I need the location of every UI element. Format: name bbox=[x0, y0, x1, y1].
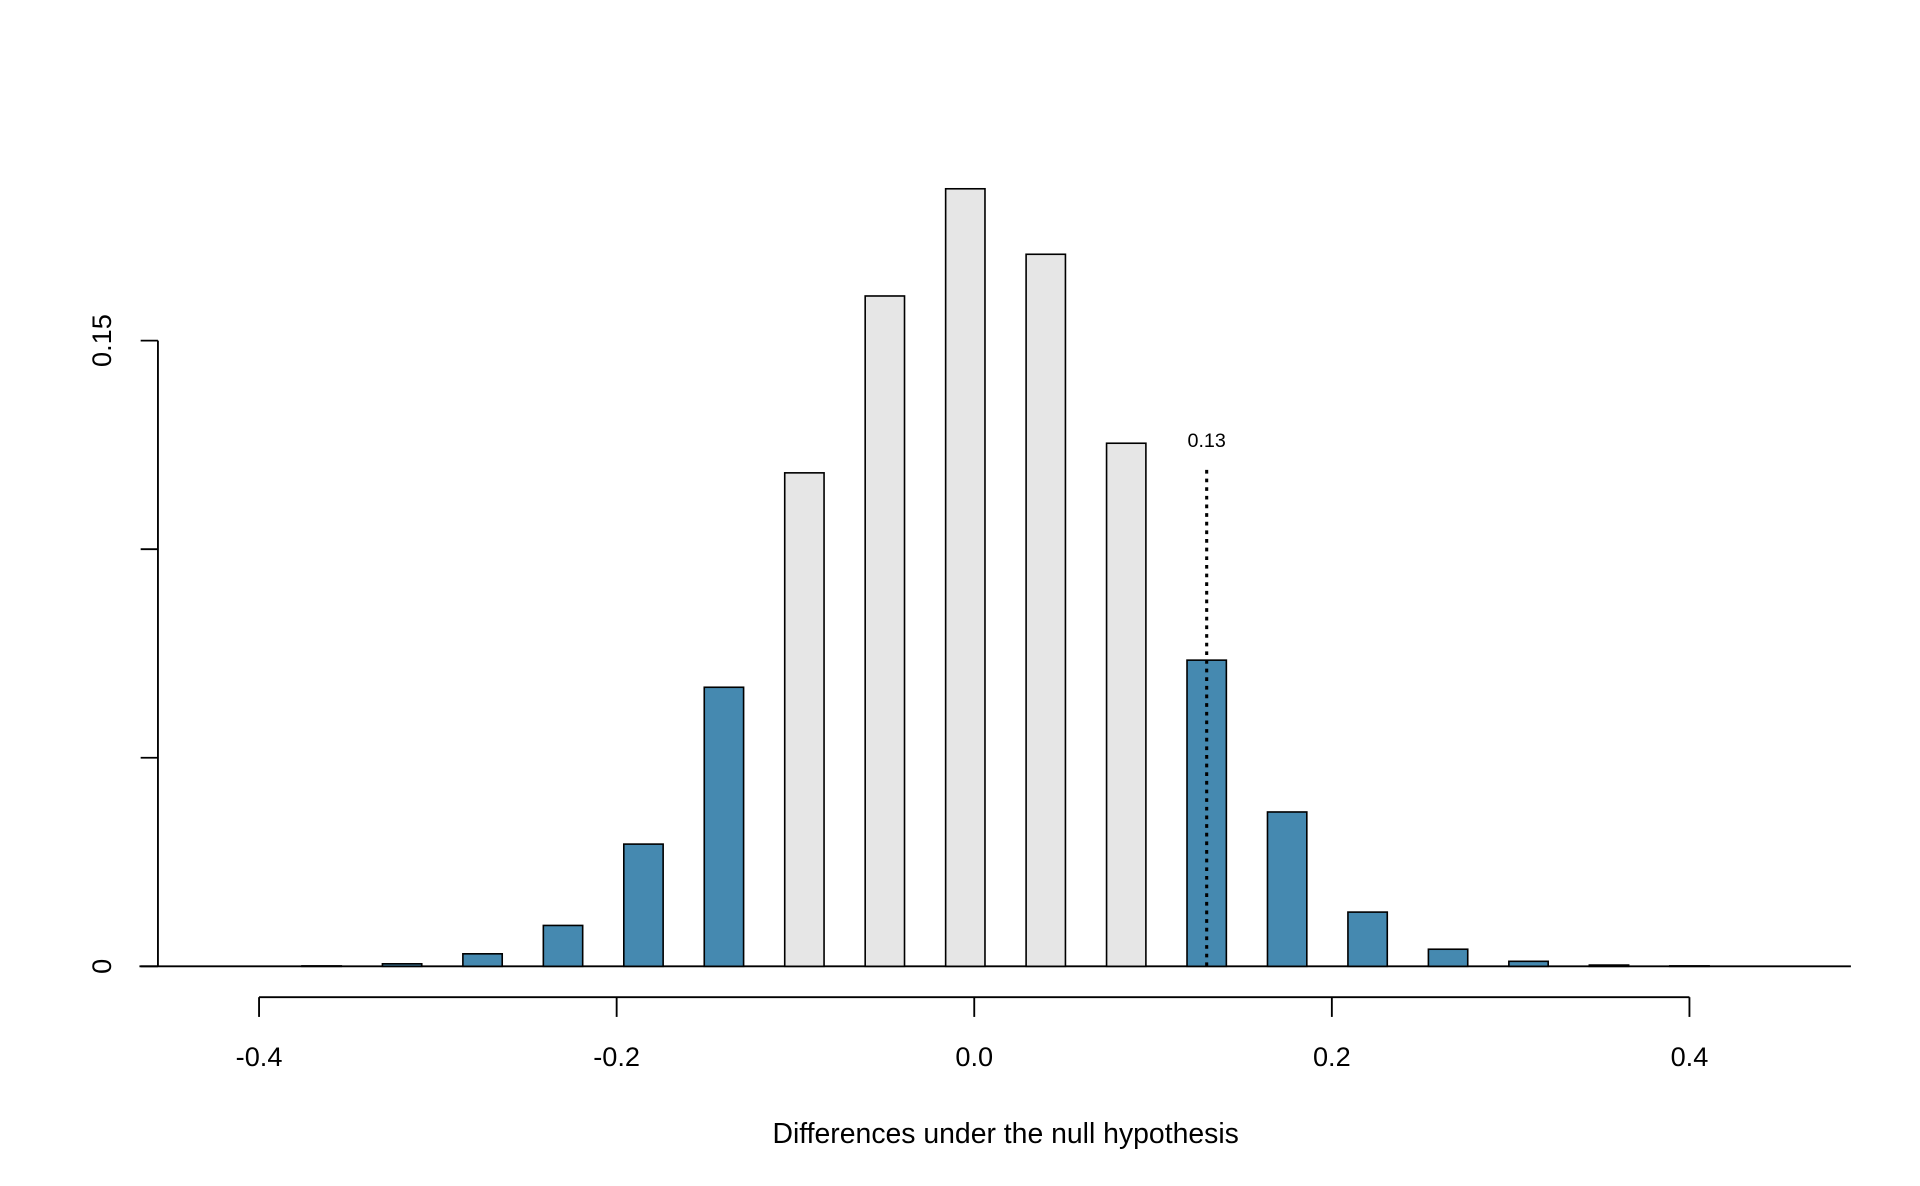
bar bbox=[944, 187, 986, 968]
bar bbox=[1588, 964, 1630, 968]
x-axis-title: Differences under the null hypothesis bbox=[772, 1118, 1238, 1150]
bar bbox=[1347, 911, 1389, 968]
bar bbox=[381, 963, 423, 968]
x-tick-label: 0.4 bbox=[1671, 1041, 1709, 1072]
bar bbox=[1427, 948, 1469, 968]
x-tick-label: -0.4 bbox=[236, 1041, 283, 1072]
bar bbox=[622, 843, 664, 968]
y-tick-label: 0 bbox=[86, 959, 117, 974]
bar bbox=[783, 472, 825, 968]
bar bbox=[1105, 442, 1147, 968]
y-tick-label: 0.15 bbox=[86, 314, 117, 367]
bar bbox=[1186, 659, 1228, 968]
annotation-label: 0.13 bbox=[1187, 430, 1225, 452]
x-tick-label: 0.2 bbox=[1313, 1041, 1351, 1072]
bar bbox=[462, 953, 504, 968]
x-tick-label: -0.2 bbox=[593, 1041, 640, 1072]
bar bbox=[703, 686, 745, 968]
bar bbox=[1508, 960, 1549, 968]
bar bbox=[864, 295, 906, 968]
bar bbox=[1025, 253, 1067, 968]
x-tick-label: 0.0 bbox=[955, 1041, 993, 1072]
bar bbox=[1266, 811, 1308, 968]
bar bbox=[542, 924, 584, 968]
